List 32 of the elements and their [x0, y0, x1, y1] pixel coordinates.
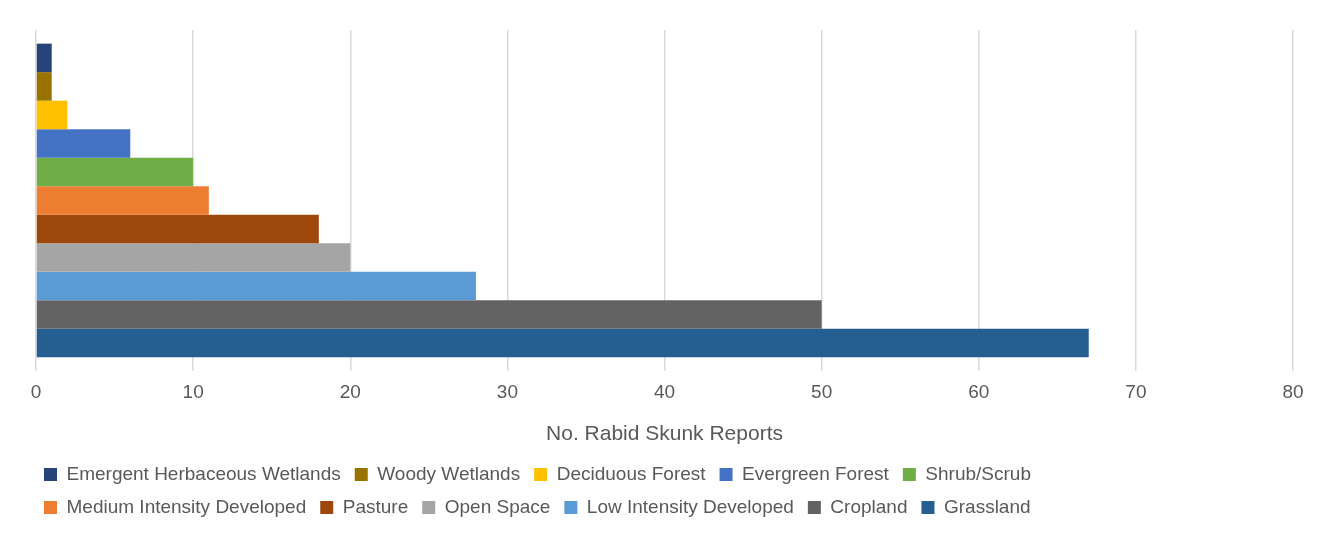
bar: [36, 72, 52, 101]
legend-label: Pasture: [342, 495, 409, 517]
x-axis-title: No. Rabid Skunk Reports: [546, 421, 783, 445]
x-tick-label: 50: [811, 380, 833, 402]
legend-label: Low Intensity Developed: [586, 495, 794, 517]
x-tick-label: 40: [653, 380, 676, 402]
x-tick-label: 20: [339, 380, 361, 402]
x-tick-label: 10: [182, 380, 204, 402]
x-tick-label: 0: [30, 380, 42, 402]
bar: [36, 100, 68, 130]
legend-label: Grassland: [943, 495, 1031, 517]
legend-label: Deciduous Forest: [556, 462, 707, 484]
bar: [36, 129, 131, 158]
legend-label: Woody Wetlands: [377, 462, 521, 484]
legend-label: Evergreen Forest: [742, 462, 890, 484]
legend-label: Open Space: [444, 495, 551, 517]
bar: [36, 271, 476, 301]
bar: [36, 157, 194, 187]
x-tick-label: 60: [968, 380, 990, 402]
x-tick-label: 30: [496, 380, 518, 402]
x-tick-label: 70: [1125, 380, 1147, 402]
x-tick-label: 80: [1282, 380, 1304, 402]
legend-label: Medium Intensity Developed: [66, 495, 307, 517]
legend-label: Cropland: [830, 495, 908, 517]
bar: [36, 328, 1089, 358]
bar: [36, 43, 52, 73]
legend-label: Emergent Herbaceous Wetlands: [66, 462, 341, 484]
bar: [36, 300, 822, 329]
bar: [36, 186, 209, 215]
bar: [36, 243, 351, 272]
legend-label: Shrub/Scrub: [925, 462, 1031, 484]
bar: [36, 214, 319, 244]
